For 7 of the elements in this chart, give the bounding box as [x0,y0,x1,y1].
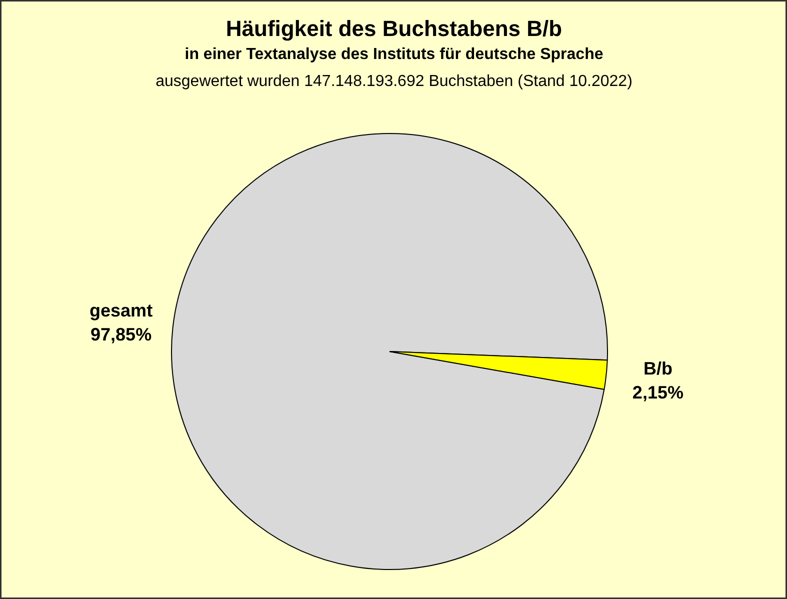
text: ausgewertet wurden 147.148.193.692 Buchstaben (Stand 10.2022) [156,73,632,90]
data-label: 97,85% [90,324,152,345]
chart-subtitle: in einer Textanalyse des Instituts für deutsche Sprache [184,46,604,63]
slice-label: gesamt [90,300,153,321]
slice-label: B/b [643,358,672,378]
data-label: 2,15% [632,382,684,402]
chart-title: Häufigkeit des Buchstabens B/b [226,16,562,41]
